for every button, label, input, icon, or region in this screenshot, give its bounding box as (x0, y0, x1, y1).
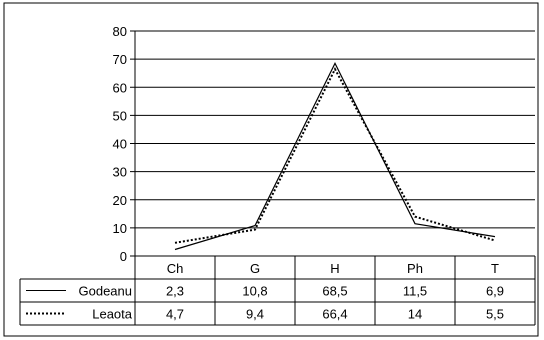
table-cell-leaota-h: 66,4 (322, 307, 347, 322)
category-label-ph: Ph (407, 261, 423, 276)
category-label-t: T (491, 261, 499, 276)
table-cell-godeanu-ph: 11,5 (403, 284, 427, 299)
series-lines (174, 61, 496, 251)
table-cell-godeanu-t: 6,9 (486, 284, 504, 299)
table-cell-leaota-g: 9,4 (246, 307, 264, 322)
series-line-leaota (174, 67, 496, 244)
y-tick-label-10: 10 (113, 221, 127, 236)
legend-label-godeanu: Godeanu (79, 284, 133, 299)
y-axis-ticks: 0 10 20 30 40 50 60 70 80 (113, 24, 136, 264)
table-cell-godeanu-ch: 2,3 (166, 284, 184, 299)
y-tick-label-20: 20 (113, 193, 127, 208)
y-tick-label-40: 40 (113, 137, 127, 152)
table-cell-leaota-ph: 14 (408, 307, 422, 322)
y-tick-label-50: 50 (113, 108, 127, 123)
y-tick-label-70: 70 (113, 52, 127, 67)
data-table: Ch G H Ph T Godeanu 2,3 10,8 68,5 11,5 6,9 Leaota 4,… (19, 255, 536, 326)
category-label-h: H (330, 261, 339, 276)
chart-border (3, 2, 539, 337)
table-cell-leaota-ch: 4,7 (166, 307, 184, 322)
legend-label-leaota: Leaota (92, 307, 133, 322)
table-cell-godeanu-g: 10,8 (242, 284, 267, 299)
y-tick-label-0: 0 (120, 249, 127, 264)
y-tick-label-30: 30 (113, 165, 127, 180)
category-label-ch: Ch (167, 261, 184, 276)
table-cell-godeanu-h: 68,5 (322, 284, 347, 299)
table-cell-leaota-t: 5,5 (486, 307, 504, 322)
y-tick-label-60: 60 (113, 80, 127, 95)
y-tick-label-80: 80 (113, 24, 127, 39)
category-label-g: G (250, 261, 260, 276)
series-line-godeanu (174, 61, 496, 251)
